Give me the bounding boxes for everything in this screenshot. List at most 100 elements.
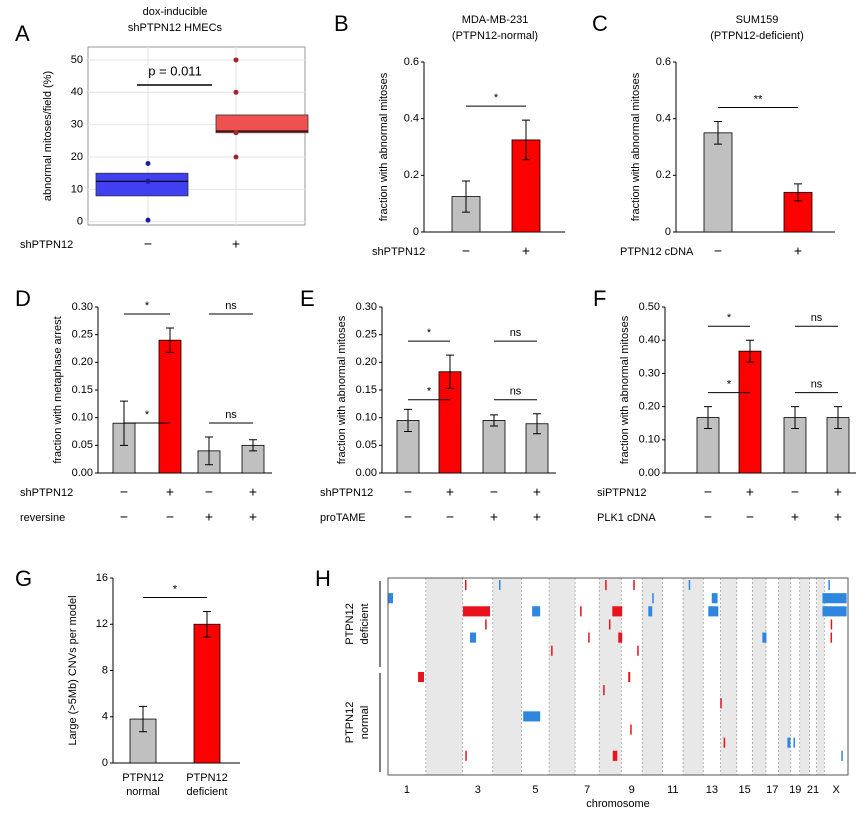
condition-sign: − — [462, 243, 470, 259]
cnv-segment — [580, 606, 582, 617]
condition-sign: + — [746, 484, 754, 500]
y-tick-label: 10 — [71, 183, 83, 195]
y-tick-label: 0.4 — [656, 113, 671, 125]
y-tick-label: 0.10 — [72, 412, 93, 424]
group-label: deficient — [359, 603, 371, 644]
condition-sign: − — [704, 484, 712, 500]
error-bar — [446, 354, 454, 389]
group-label: normal — [359, 706, 371, 740]
condition-sign: − — [166, 509, 174, 525]
cnv-segment — [648, 606, 653, 617]
y-axis-title: fraction with abnormal mitoses — [336, 315, 348, 464]
chromosome-band — [720, 578, 737, 775]
y-tick-label: 0.2 — [404, 169, 419, 181]
error-bar — [794, 183, 802, 202]
y-tick-label: 0.20 — [356, 356, 377, 368]
cnv-segment — [633, 580, 635, 591]
y-axis-title: fraction with abnormal mitoses — [630, 72, 642, 221]
panel-title: dox-inducible — [143, 6, 208, 18]
panel-title: MDA-MB-231 — [462, 14, 529, 26]
cnv-segment — [652, 593, 654, 604]
chromosome-band — [752, 578, 766, 775]
condition-sign: − — [446, 509, 454, 525]
cnv-segment — [388, 593, 394, 604]
y-tick-label: 0.20 — [639, 401, 660, 413]
condition-sign: + — [522, 243, 530, 259]
significance-label: * — [427, 327, 432, 339]
cnv-segment — [822, 593, 847, 604]
cnv-segment — [711, 593, 718, 604]
y-tick-label: 0.30 — [72, 301, 93, 313]
condition-sign: − — [120, 484, 128, 500]
panel-title: (PTPN12-deficient) — [710, 30, 804, 42]
condition-sign: − — [404, 509, 412, 525]
condition-sign: + — [166, 484, 174, 500]
condition-sign: − — [746, 509, 754, 525]
y-tick-label: 0.05 — [72, 439, 93, 451]
x-tick-label: 21 — [807, 784, 819, 796]
condition-sign: + — [791, 509, 799, 525]
x-tick-label: 17 — [766, 784, 778, 796]
panel-letter: A — [15, 21, 30, 46]
chromosome-band — [599, 578, 622, 775]
condition-sign: + — [232, 236, 240, 252]
y-tick-label: 0.6 — [404, 56, 419, 68]
significance-label: ns — [510, 386, 522, 398]
x-tick-label: 9 — [629, 784, 635, 796]
bar — [738, 350, 762, 474]
cnv-segment — [608, 619, 611, 630]
y-tick-label: 0.00 — [639, 467, 660, 479]
y-tick-label: 4 — [102, 711, 108, 723]
chromosome-band — [425, 578, 463, 775]
y-tick-label: 50 — [71, 54, 83, 66]
cnv-segment — [463, 606, 491, 617]
condition-sign: − — [490, 484, 498, 500]
cnv-segment — [523, 711, 541, 722]
cnv-segment — [822, 606, 847, 617]
condition-sign: − — [714, 243, 722, 259]
bar — [703, 132, 733, 233]
point — [145, 161, 151, 167]
error-bar — [139, 705, 147, 733]
cnv-segment — [499, 580, 501, 591]
x-tick-label: normal — [126, 786, 160, 798]
x-tick-label: 11 — [667, 784, 678, 796]
y-tick-label: 0.30 — [639, 367, 660, 379]
cnv-segment — [418, 671, 424, 683]
y-tick-label: 0 — [102, 757, 108, 769]
panel-letter: H — [315, 566, 331, 591]
chromosome-band — [683, 578, 704, 775]
x-tick-label: 13 — [706, 784, 718, 796]
significance-label: ns — [811, 312, 823, 324]
chromosome-band — [778, 578, 791, 775]
condition-name: PTPN12 cDNA — [620, 246, 694, 258]
error-bar — [203, 611, 211, 638]
y-tick-label: 0.00 — [356, 467, 377, 479]
point — [233, 154, 239, 160]
y-tick-label: 16 — [96, 572, 108, 584]
error-bar — [746, 339, 754, 363]
error-bar — [490, 414, 498, 427]
bar — [451, 196, 481, 233]
x-tick-label: 3 — [475, 784, 481, 796]
y-axis-title: abnormal mitoses/field (%) — [42, 71, 54, 201]
error-bar — [522, 119, 530, 161]
y-tick-label: 0.25 — [72, 329, 93, 341]
condition-sign: − — [205, 484, 213, 500]
condition-sign: + — [249, 484, 257, 500]
condition-sign: + — [446, 484, 454, 500]
error-bar — [704, 406, 712, 430]
error-bar — [205, 436, 213, 466]
cnv-segment — [588, 632, 590, 643]
error-bar — [249, 439, 257, 452]
panel-title: (PTPN12-normal) — [452, 30, 538, 42]
panel-letter: B — [334, 11, 349, 36]
significance-label: * — [727, 312, 732, 324]
y-tick-label: 0.30 — [356, 301, 377, 313]
error-bar — [166, 327, 174, 353]
y-tick-label: 0.2 — [656, 169, 671, 181]
significance-label: ns — [225, 409, 237, 421]
x-tick-label: deficient — [187, 786, 228, 798]
chromosome-band — [642, 578, 663, 775]
condition-name: shPTPN12 — [20, 487, 73, 499]
